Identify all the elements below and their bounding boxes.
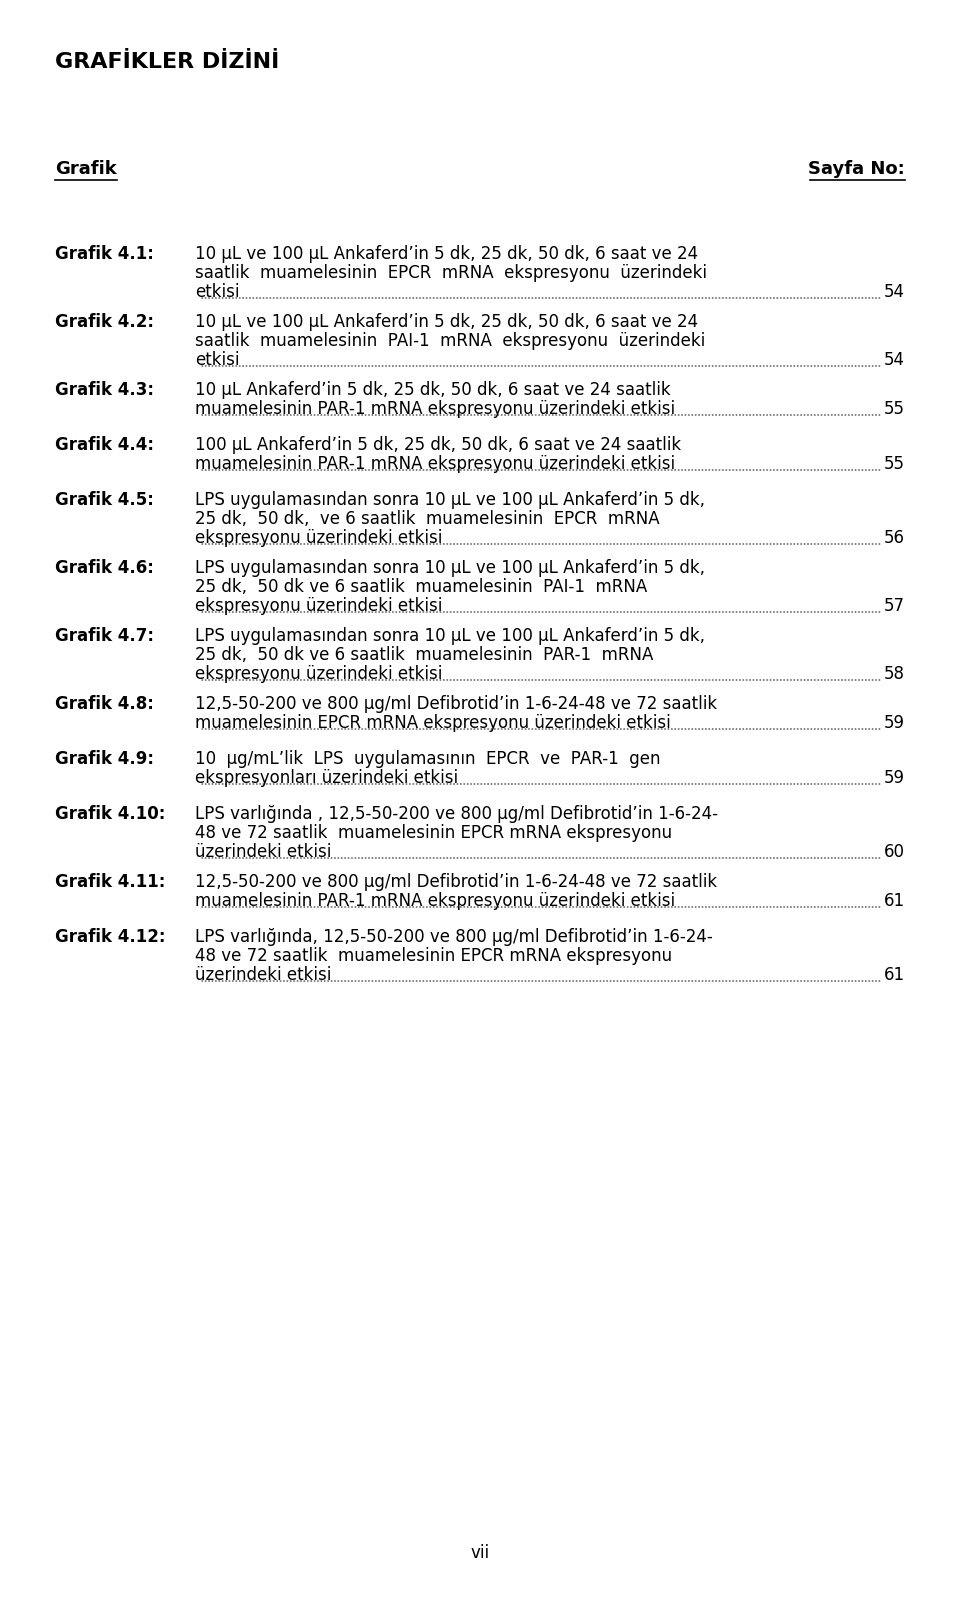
Text: 57: 57 (884, 597, 905, 614)
Text: Grafik 4.8:: Grafik 4.8: (55, 694, 154, 714)
Text: Sayfa No:: Sayfa No: (808, 160, 905, 178)
Text: 12,5-50-200 ve 800 μg/ml Defibrotid’in 1-6-24-48 ve 72 saatlik: 12,5-50-200 ve 800 μg/ml Defibrotid’in 1… (195, 874, 717, 891)
Text: Grafik: Grafik (55, 160, 117, 178)
Text: Grafik 4.9:: Grafik 4.9: (55, 750, 154, 768)
Text: LPS varlığında , 12,5-50-200 ve 800 μg/ml Defibrotid’in 1-6-24-: LPS varlığında , 12,5-50-200 ve 800 μg/m… (195, 805, 718, 822)
Text: ekspresyonu üzerindeki etkisi: ekspresyonu üzerindeki etkisi (195, 597, 443, 614)
Text: 100 μL Ankaferd’in 5 dk, 25 dk, 50 dk, 6 saat ve 24 saatlik: 100 μL Ankaferd’in 5 dk, 25 dk, 50 dk, 6… (195, 435, 682, 454)
Text: 54: 54 (884, 350, 905, 370)
Text: 10 μL ve 100 μL Ankaferd’in 5 dk, 25 dk, 50 dk, 6 saat ve 24: 10 μL ve 100 μL Ankaferd’in 5 dk, 25 dk,… (195, 314, 698, 331)
Text: ekspresyonları üzerindeki etkisi: ekspresyonları üzerindeki etkisi (195, 770, 458, 787)
Text: 55: 55 (884, 400, 905, 418)
Text: 54: 54 (884, 283, 905, 301)
Text: etkisi: etkisi (195, 283, 239, 301)
Text: 55: 55 (884, 454, 905, 474)
Text: 25 dk,  50 dk,  ve 6 saatlik  muamelesinin  EPCR  mRNA: 25 dk, 50 dk, ve 6 saatlik muamelesinin … (195, 510, 660, 528)
Text: Grafik 4.10:: Grafik 4.10: (55, 805, 165, 822)
Text: muamelesinin PAR-1 mRNA ekspresyonu üzerindeki etkisi: muamelesinin PAR-1 mRNA ekspresyonu üzer… (195, 893, 675, 910)
Text: 61: 61 (884, 966, 905, 984)
Text: Grafik 4.5:: Grafik 4.5: (55, 491, 154, 509)
Text: Grafik 4.4:: Grafik 4.4: (55, 435, 154, 454)
Text: 10  μg/mL’lik  LPS  uygulamasının  EPCR  ve  PAR-1  gen: 10 μg/mL’lik LPS uygulamasının EPCR ve P… (195, 750, 660, 768)
Text: 59: 59 (884, 770, 905, 787)
Text: Grafik 4.1:: Grafik 4.1: (55, 245, 154, 262)
Text: üzerindeki etkisi: üzerindeki etkisi (195, 843, 331, 861)
Text: LPS uygulamasından sonra 10 μL ve 100 μL Ankaferd’in 5 dk,: LPS uygulamasından sonra 10 μL ve 100 μL… (195, 627, 705, 645)
Text: LPS uygulamasından sonra 10 μL ve 100 μL Ankaferd’in 5 dk,: LPS uygulamasından sonra 10 μL ve 100 μL… (195, 491, 705, 509)
Text: Grafik 4.12:: Grafik 4.12: (55, 928, 165, 946)
Text: 58: 58 (884, 666, 905, 683)
Text: saatlik  muamelesinin  PAI-1  mRNA  ekspresyonu  üzerindeki: saatlik muamelesinin PAI-1 mRNA ekspresy… (195, 333, 706, 350)
Text: muamelesinin EPCR mRNA ekspresyonu üzerindeki etkisi: muamelesinin EPCR mRNA ekspresyonu üzeri… (195, 714, 671, 733)
Text: muamelesinin PAR-1 mRNA ekspresyonu üzerindeki etkisi: muamelesinin PAR-1 mRNA ekspresyonu üzer… (195, 400, 675, 418)
Text: 12,5-50-200 ve 800 μg/ml Defibrotid’in 1-6-24-48 ve 72 saatlik: 12,5-50-200 ve 800 μg/ml Defibrotid’in 1… (195, 694, 717, 714)
Text: vii: vii (470, 1544, 490, 1562)
Text: 10 μL ve 100 μL Ankaferd’in 5 dk, 25 dk, 50 dk, 6 saat ve 24: 10 μL ve 100 μL Ankaferd’in 5 dk, 25 dk,… (195, 245, 698, 262)
Text: LPS uygulamasından sonra 10 μL ve 100 μL Ankaferd’in 5 dk,: LPS uygulamasından sonra 10 μL ve 100 μL… (195, 558, 705, 578)
Text: LPS varlığında, 12,5-50-200 ve 800 μg/ml Defibrotid’in 1-6-24-: LPS varlığında, 12,5-50-200 ve 800 μg/ml… (195, 928, 712, 946)
Text: 60: 60 (884, 843, 905, 861)
Text: GRAFİKLER DİZİNİ: GRAFİKLER DİZİNİ (55, 51, 279, 72)
Text: 48 ve 72 saatlik  muamelesinin EPCR mRNA ekspresyonu: 48 ve 72 saatlik muamelesinin EPCR mRNA … (195, 947, 672, 965)
Text: Grafik 4.3:: Grafik 4.3: (55, 381, 154, 398)
Text: 25 dk,  50 dk ve 6 saatlik  muamelesinin  PAR-1  mRNA: 25 dk, 50 dk ve 6 saatlik muamelesinin P… (195, 646, 654, 664)
Text: 56: 56 (884, 530, 905, 547)
Text: Grafik 4.2:: Grafik 4.2: (55, 314, 154, 331)
Text: 10 μL Ankaferd’in 5 dk, 25 dk, 50 dk, 6 saat ve 24 saatlik: 10 μL Ankaferd’in 5 dk, 25 dk, 50 dk, 6 … (195, 381, 671, 398)
Text: saatlik  muamelesinin  EPCR  mRNA  ekspresyonu  üzerindeki: saatlik muamelesinin EPCR mRNA ekspresyo… (195, 264, 707, 282)
Text: 25 dk,  50 dk ve 6 saatlik  muamelesinin  PAI-1  mRNA: 25 dk, 50 dk ve 6 saatlik muamelesinin P… (195, 578, 647, 595)
Text: 48 ve 72 saatlik  muamelesinin EPCR mRNA ekspresyonu: 48 ve 72 saatlik muamelesinin EPCR mRNA … (195, 824, 672, 842)
Text: muamelesinin PAR-1 mRNA ekspresyonu üzerindeki etkisi: muamelesinin PAR-1 mRNA ekspresyonu üzer… (195, 454, 675, 474)
Text: ekspresyonu üzerindeki etkisi: ekspresyonu üzerindeki etkisi (195, 530, 443, 547)
Text: Grafik 4.7:: Grafik 4.7: (55, 627, 154, 645)
Text: üzerindeki etkisi: üzerindeki etkisi (195, 966, 331, 984)
Text: Grafik 4.6:: Grafik 4.6: (55, 558, 154, 578)
Text: 61: 61 (884, 893, 905, 910)
Text: 59: 59 (884, 714, 905, 733)
Text: etkisi: etkisi (195, 350, 239, 370)
Text: ekspresyonu üzerindeki etkisi: ekspresyonu üzerindeki etkisi (195, 666, 443, 683)
Text: Grafik 4.11:: Grafik 4.11: (55, 874, 165, 891)
